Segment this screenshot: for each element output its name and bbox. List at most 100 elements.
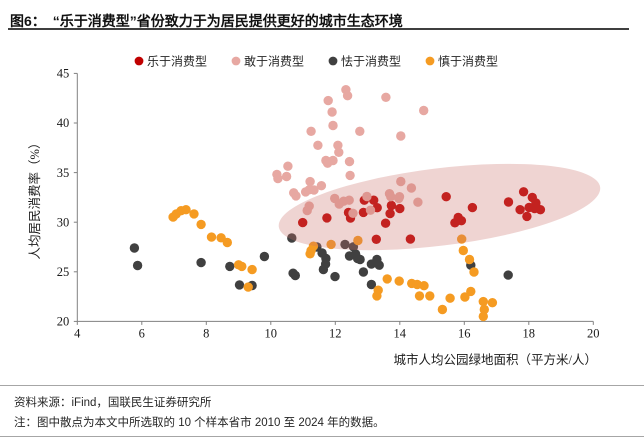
scatter-point [181, 205, 191, 215]
scatter-point [348, 208, 358, 218]
legend-marker [425, 56, 435, 66]
scatter-point [503, 197, 514, 207]
scatter-point [419, 105, 429, 116]
scatter-point [243, 282, 253, 292]
scatter-point [322, 158, 333, 168]
scatter-point [328, 120, 338, 131]
scatter-point [382, 274, 392, 284]
footer-divider-bottom [0, 436, 644, 437]
scatter-point [355, 254, 365, 265]
footer-divider-top [0, 385, 644, 386]
scatter-point [396, 131, 406, 141]
scatter-point [358, 267, 369, 277]
scatter-point [445, 293, 455, 303]
scatter-point [425, 291, 435, 301]
scatter-point [487, 298, 498, 308]
scatter-point [441, 192, 451, 202]
scatter-point [225, 261, 235, 272]
y-tick-label: 20 [57, 315, 70, 329]
x-axis-title: 城市人均公园绿地面积（平方米/人） [394, 352, 597, 367]
scatter-point [196, 219, 206, 230]
scatter-point [222, 237, 232, 248]
scatter-point [460, 292, 470, 302]
scatter-point [283, 161, 293, 171]
scatter-point [281, 171, 292, 182]
scatter-point [362, 191, 372, 202]
scatter-point [386, 200, 397, 211]
scatter-point [366, 279, 377, 290]
scatter-point [334, 147, 344, 157]
legend-marker [328, 56, 338, 66]
y-tick-label: 45 [57, 67, 70, 81]
x-tick-label: 20 [587, 326, 600, 340]
scatter-point [302, 205, 312, 216]
scatter-point [206, 232, 217, 242]
x-tick-label: 14 [394, 326, 407, 340]
x-tick-label: 4 [74, 326, 81, 340]
series-敢于消费型 [272, 85, 429, 218]
scatter-point [405, 234, 416, 244]
scatter-point [450, 218, 460, 228]
scatter-point [371, 234, 381, 244]
highlight-ellipse [278, 163, 601, 251]
scatter-point [374, 260, 384, 270]
legend-item-怯于消费型: 怯于消费型 [328, 54, 401, 68]
scatter-point [406, 183, 417, 193]
scatter-point [291, 191, 301, 201]
y-axis-title: 人均居民消费率（%） [27, 137, 42, 260]
x-tick-label: 6 [139, 326, 145, 340]
scatter-point [386, 192, 396, 202]
scatter-point [340, 239, 350, 250]
title-underline [8, 28, 629, 30]
scatter-point [344, 156, 355, 167]
scatter-point [327, 107, 337, 117]
scatter-point [522, 211, 532, 222]
scatter-point [414, 291, 425, 301]
scatter-point [353, 235, 363, 246]
scatter-point [478, 296, 488, 307]
scatter-point [464, 254, 475, 265]
scatter-point [316, 181, 327, 191]
scatter-point [273, 173, 283, 184]
scatter-point [469, 267, 479, 277]
series-慎于消费型 [168, 205, 498, 322]
note-text: 注：图中散点为本文中所选取的 10 个样本省市 2010 至 2024 年的数据… [14, 417, 385, 429]
x-tick-label: 12 [329, 326, 342, 340]
legend-item-敢于消费型: 敢于消费型 [231, 54, 304, 68]
scatter-point [535, 205, 546, 215]
legend-label: 怯于消费型 [341, 54, 401, 68]
scatter-point [300, 187, 311, 197]
scatter-point [323, 95, 333, 106]
scatter-point [394, 192, 405, 202]
scatter-point [259, 251, 270, 262]
scatter-point [342, 91, 353, 101]
scatter-point [385, 208, 395, 219]
source-text: 资料来源：iFind，国联民生证券研究所 [14, 397, 212, 409]
scatter-point [247, 264, 257, 275]
scatter-point [503, 270, 513, 280]
scatter-point [309, 185, 319, 195]
scatter-point [287, 233, 297, 243]
scatter-point [394, 276, 404, 286]
legend-marker [134, 56, 144, 66]
scatter-point [333, 140, 343, 150]
scatter-point [305, 249, 315, 259]
scatter-point [322, 213, 332, 223]
scatter-point [129, 243, 140, 253]
scatter-point [413, 197, 423, 207]
y-tick-label: 35 [57, 166, 70, 180]
scatter-point [345, 170, 355, 181]
scatter-point [380, 218, 391, 228]
plot-area: 4 6 8 10 12 14 16 18 20 20 25 30 35 40 45 [57, 67, 601, 340]
x-tick-label: 10 [265, 326, 278, 340]
x-tick-label: 18 [523, 326, 536, 340]
y-tick-label: 25 [57, 265, 70, 279]
scatter-point [437, 304, 448, 315]
scatter-point [318, 264, 329, 275]
scatter-point [365, 205, 376, 215]
series-怯于消费型 [129, 233, 513, 291]
scatter-point [478, 311, 488, 322]
chart-legend: 乐于消费型 敢于消费型 怯于消费型 慎于消费型 [134, 54, 498, 68]
scatter-point [313, 140, 323, 150]
